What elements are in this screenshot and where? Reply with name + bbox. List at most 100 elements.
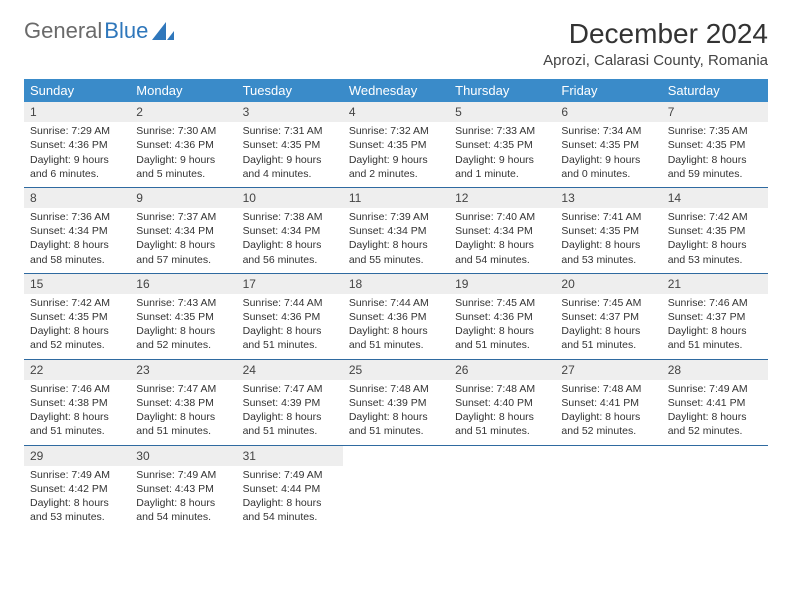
day-27-details: Sunrise: 7:48 AMSunset: 4:41 PMDaylight:… bbox=[555, 380, 661, 445]
day-1-details: Sunrise: 7:29 AMSunset: 4:36 PMDaylight:… bbox=[24, 122, 130, 187]
day-20-details: Sunrise: 7:45 AMSunset: 4:37 PMDaylight:… bbox=[555, 294, 661, 359]
sunset-line: Sunset: 4:39 PM bbox=[243, 396, 337, 410]
sunset-line: Sunset: 4:42 PM bbox=[30, 482, 124, 496]
sunrise-line: Sunrise: 7:49 AM bbox=[30, 468, 124, 482]
sunrise-line: Sunrise: 7:40 AM bbox=[455, 210, 549, 224]
day-9-number: 9 bbox=[130, 187, 236, 208]
day-30-number: 30 bbox=[130, 445, 236, 466]
week-2-details-row: Sunrise: 7:42 AMSunset: 4:35 PMDaylight:… bbox=[24, 294, 768, 359]
daylight-line: Daylight: 9 hours and 1 minute. bbox=[455, 153, 549, 181]
sunset-line: Sunset: 4:43 PM bbox=[136, 482, 230, 496]
daylight-line: Daylight: 8 hours and 54 minutes. bbox=[243, 496, 337, 524]
logo: GeneralBlue bbox=[24, 18, 174, 44]
daylight-line: Daylight: 8 hours and 51 minutes. bbox=[349, 410, 443, 438]
sunset-line: Sunset: 4:44 PM bbox=[243, 482, 337, 496]
sunrise-line: Sunrise: 7:49 AM bbox=[136, 468, 230, 482]
day-7-number: 7 bbox=[662, 102, 768, 122]
week-1-details-row: Sunrise: 7:36 AMSunset: 4:34 PMDaylight:… bbox=[24, 208, 768, 273]
sunset-line: Sunset: 4:40 PM bbox=[455, 396, 549, 410]
day-25-number: 25 bbox=[343, 359, 449, 380]
day-31-details: Sunrise: 7:49 AMSunset: 4:44 PMDaylight:… bbox=[237, 466, 343, 531]
col-header-monday: Monday bbox=[130, 79, 236, 102]
day-29-details: Sunrise: 7:49 AMSunset: 4:42 PMDaylight:… bbox=[24, 466, 130, 531]
sunset-line: Sunset: 4:35 PM bbox=[455, 138, 549, 152]
day-15-number: 15 bbox=[24, 273, 130, 294]
week-4-details-row: Sunrise: 7:49 AMSunset: 4:42 PMDaylight:… bbox=[24, 466, 768, 531]
col-header-thursday: Thursday bbox=[449, 79, 555, 102]
day-6-number: 6 bbox=[555, 102, 661, 122]
sunrise-line: Sunrise: 7:35 AM bbox=[668, 124, 762, 138]
week-3-daynum-row: 22232425262728 bbox=[24, 359, 768, 380]
daylight-line: Daylight: 8 hours and 51 minutes. bbox=[455, 324, 549, 352]
week-0-details-row: Sunrise: 7:29 AMSunset: 4:36 PMDaylight:… bbox=[24, 122, 768, 187]
daylight-line: Daylight: 8 hours and 52 minutes. bbox=[30, 324, 124, 352]
header-row: GeneralBlue December 2024 Aprozi, Calara… bbox=[24, 18, 768, 69]
daylight-line: Daylight: 8 hours and 56 minutes. bbox=[243, 238, 337, 266]
day-16-details: Sunrise: 7:43 AMSunset: 4:35 PMDaylight:… bbox=[130, 294, 236, 359]
day-8-details: Sunrise: 7:36 AMSunset: 4:34 PMDaylight:… bbox=[24, 208, 130, 273]
logo-text-2: Blue bbox=[104, 18, 148, 44]
daylight-line: Daylight: 8 hours and 57 minutes. bbox=[136, 238, 230, 266]
day-17-number: 17 bbox=[237, 273, 343, 294]
daylight-line: Daylight: 8 hours and 58 minutes. bbox=[30, 238, 124, 266]
sunset-line: Sunset: 4:36 PM bbox=[136, 138, 230, 152]
day-16-number: 16 bbox=[130, 273, 236, 294]
sunset-line: Sunset: 4:34 PM bbox=[30, 224, 124, 238]
sunset-line: Sunset: 4:36 PM bbox=[30, 138, 124, 152]
title-block: December 2024 Aprozi, Calarasi County, R… bbox=[543, 18, 768, 69]
sunrise-line: Sunrise: 7:29 AM bbox=[30, 124, 124, 138]
sunrise-line: Sunrise: 7:42 AM bbox=[30, 296, 124, 310]
sunrise-line: Sunrise: 7:45 AM bbox=[455, 296, 549, 310]
week-1-daynum-row: 891011121314 bbox=[24, 187, 768, 208]
sunrise-line: Sunrise: 7:47 AM bbox=[243, 382, 337, 396]
col-header-sunday: Sunday bbox=[24, 79, 130, 102]
day-31-number: 31 bbox=[237, 445, 343, 466]
sunrise-line: Sunrise: 7:49 AM bbox=[668, 382, 762, 396]
calendar-table: SundayMondayTuesdayWednesdayThursdayFrid… bbox=[24, 79, 768, 530]
sunset-line: Sunset: 4:35 PM bbox=[668, 224, 762, 238]
day-7-details: Sunrise: 7:35 AMSunset: 4:35 PMDaylight:… bbox=[662, 122, 768, 187]
sunrise-line: Sunrise: 7:46 AM bbox=[30, 382, 124, 396]
week-0-daynum-row: 1234567 bbox=[24, 102, 768, 122]
day-11-number: 11 bbox=[343, 187, 449, 208]
col-header-tuesday: Tuesday bbox=[237, 79, 343, 102]
sunset-line: Sunset: 4:35 PM bbox=[30, 310, 124, 324]
sunrise-line: Sunrise: 7:45 AM bbox=[561, 296, 655, 310]
day-28-details: Sunrise: 7:49 AMSunset: 4:41 PMDaylight:… bbox=[662, 380, 768, 445]
day-14-number: 14 bbox=[662, 187, 768, 208]
empty-cell bbox=[343, 466, 449, 531]
day-4-number: 4 bbox=[343, 102, 449, 122]
day-4-details: Sunrise: 7:32 AMSunset: 4:35 PMDaylight:… bbox=[343, 122, 449, 187]
day-5-details: Sunrise: 7:33 AMSunset: 4:35 PMDaylight:… bbox=[449, 122, 555, 187]
sunset-line: Sunset: 4:35 PM bbox=[561, 138, 655, 152]
daylight-line: Daylight: 8 hours and 52 minutes. bbox=[136, 324, 230, 352]
sunset-line: Sunset: 4:37 PM bbox=[561, 310, 655, 324]
sunset-line: Sunset: 4:35 PM bbox=[136, 310, 230, 324]
sunrise-line: Sunrise: 7:42 AM bbox=[668, 210, 762, 224]
sunset-line: Sunset: 4:34 PM bbox=[243, 224, 337, 238]
sunset-line: Sunset: 4:41 PM bbox=[668, 396, 762, 410]
daylight-line: Daylight: 8 hours and 51 minutes. bbox=[243, 410, 337, 438]
sunset-line: Sunset: 4:36 PM bbox=[455, 310, 549, 324]
day-30-details: Sunrise: 7:49 AMSunset: 4:43 PMDaylight:… bbox=[130, 466, 236, 531]
sunrise-line: Sunrise: 7:41 AM bbox=[561, 210, 655, 224]
sunrise-line: Sunrise: 7:43 AM bbox=[136, 296, 230, 310]
day-26-details: Sunrise: 7:48 AMSunset: 4:40 PMDaylight:… bbox=[449, 380, 555, 445]
day-13-number: 13 bbox=[555, 187, 661, 208]
sunset-line: Sunset: 4:36 PM bbox=[243, 310, 337, 324]
empty-cell bbox=[662, 445, 768, 466]
daylight-line: Daylight: 9 hours and 2 minutes. bbox=[349, 153, 443, 181]
week-2-daynum-row: 15161718192021 bbox=[24, 273, 768, 294]
sunset-line: Sunset: 4:35 PM bbox=[243, 138, 337, 152]
day-27-number: 27 bbox=[555, 359, 661, 380]
day-26-number: 26 bbox=[449, 359, 555, 380]
day-12-number: 12 bbox=[449, 187, 555, 208]
sunrise-line: Sunrise: 7:37 AM bbox=[136, 210, 230, 224]
sunset-line: Sunset: 4:39 PM bbox=[349, 396, 443, 410]
day-3-number: 3 bbox=[237, 102, 343, 122]
sunrise-line: Sunrise: 7:48 AM bbox=[455, 382, 549, 396]
sunrise-line: Sunrise: 7:48 AM bbox=[349, 382, 443, 396]
day-12-details: Sunrise: 7:40 AMSunset: 4:34 PMDaylight:… bbox=[449, 208, 555, 273]
day-6-details: Sunrise: 7:34 AMSunset: 4:35 PMDaylight:… bbox=[555, 122, 661, 187]
empty-cell bbox=[449, 466, 555, 531]
